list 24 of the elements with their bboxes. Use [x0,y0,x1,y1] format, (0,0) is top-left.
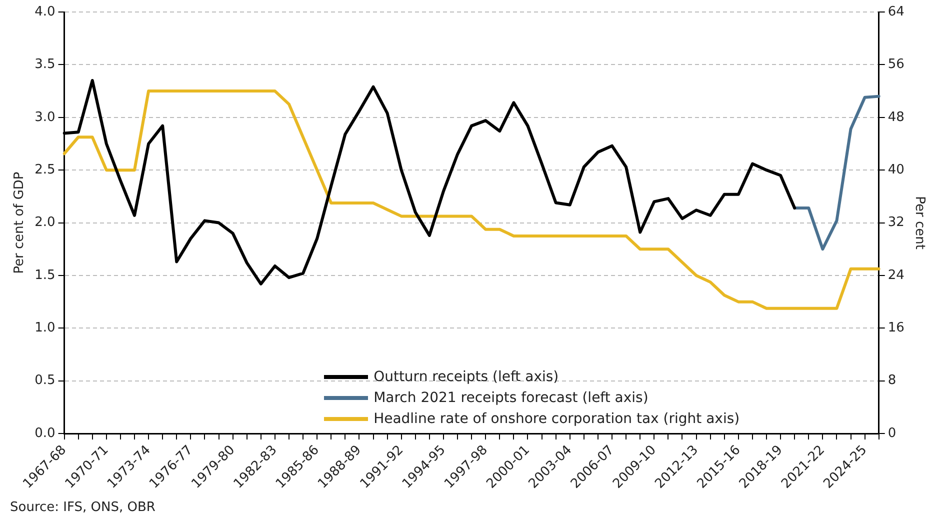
y2-tick-label: 16 [888,320,904,336]
y-tick-label: 0.5 [34,373,56,388]
y-tick-label: 1.5 [34,268,56,283]
y-tick-label: 4.0 [34,4,56,20]
y-tick-label: 0.0 [34,426,56,441]
y-axis-title: Per cent of GDP [12,172,28,274]
y2-tick-label: 64 [888,4,904,20]
y2-tick-label: 56 [888,57,904,72]
y2-tick-label: 24 [888,268,904,283]
y2-axis-title: Per cent [912,196,927,250]
legend-label: Outturn receipts (left axis) [374,369,559,386]
y-tick-label: 2.5 [34,162,56,178]
y-tick-label: 3.0 [34,110,56,125]
y2-tick-label: 48 [888,110,904,125]
legend-label: Headline rate of onshore corporation tax (right axis) [374,411,740,428]
source-note: Source: IFS, ONS, OBR [10,500,156,515]
y2-tick-label: 0 [888,426,896,441]
y2-tick-label: 32 [888,215,904,230]
y-tick-label: 1.0 [34,320,56,336]
y2-tick-label: 8 [888,373,896,388]
y-tick-label: 3.5 [34,57,56,72]
y2-tick-label: 40 [888,162,904,178]
legend-label: March 2021 receipts forecast (left axis) [374,390,648,406]
y-tick-label: 2.0 [34,215,56,230]
